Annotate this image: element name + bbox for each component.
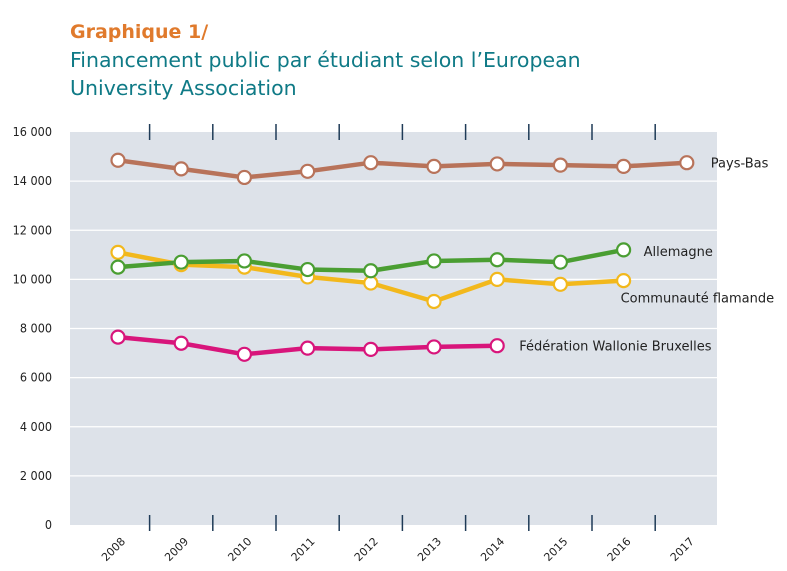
series-lines (110, 152, 695, 362)
y-axis-ticks: 0 2 000 4 000 6 000 8 000 10 000 12 000 14 000 1… (13, 124, 52, 532)
y-tick-label: 10 000 (13, 271, 52, 286)
data-point-flamande (489, 271, 505, 287)
x-tick-label: 2008 (99, 535, 128, 564)
chart-title: Financement public par étudiant selon l’… (70, 48, 581, 100)
data-point-flamande (110, 244, 126, 260)
y-tick-label: 14 000 (13, 173, 52, 188)
data-point-fwb (426, 339, 442, 355)
y-tick-label: 6 000 (20, 370, 52, 385)
data-point-fwb (489, 338, 505, 354)
series-label-flamande: Communauté flamande (621, 292, 775, 307)
series-label-pays_bas: Pays-Bas (711, 157, 769, 172)
data-point-pays_bas (679, 155, 695, 171)
x-tick-label: 2017 (668, 535, 697, 564)
chart-heading: Graphique 1/ Financement public par étud… (70, 20, 690, 102)
data-point-flamande (426, 293, 442, 310)
data-point-allemagne (236, 253, 252, 269)
y-tick-label: 16 000 (13, 124, 52, 139)
x-tick-label: 2009 (162, 535, 191, 564)
data-point-allemagne (426, 253, 442, 269)
y-tick-label: 2 000 (20, 468, 52, 483)
data-point-fwb (363, 341, 379, 357)
x-tick-label: 2013 (415, 535, 444, 564)
series-labels: Pays-Bas Allemagne Communauté flamande Fédé… (519, 157, 774, 355)
x-tick-label: 2011 (289, 535, 318, 564)
gridlines (70, 180, 717, 477)
data-point-flamande (363, 275, 379, 291)
data-point-flamande (615, 273, 632, 289)
data-point-pays_bas (615, 158, 632, 174)
data-point-fwb (110, 329, 126, 345)
x-tick-label: 2015 (541, 535, 570, 564)
data-point-pays_bas (173, 161, 189, 177)
y-tick-label: 4 000 (20, 419, 52, 434)
data-point-pays_bas (363, 155, 379, 171)
data-point-allemagne (489, 252, 505, 268)
data-point-allemagne (173, 254, 189, 270)
data-point-pays_bas (489, 156, 505, 172)
data-point-pays_bas (236, 169, 252, 186)
y-tick-label: 12 000 (13, 222, 52, 237)
data-point-allemagne (300, 261, 316, 278)
data-point-allemagne (363, 263, 379, 279)
data-point-pays_bas (552, 157, 569, 173)
chart-kicker: Graphique 1/ (70, 21, 209, 43)
series-label-allemagne: Allemagne (644, 245, 713, 260)
series-line-pays_bas (117, 158, 687, 180)
data-point-fwb (300, 340, 316, 356)
x-tick-label: 2014 (478, 535, 507, 564)
data-point-flamande (552, 276, 569, 292)
data-point-allemagne (110, 259, 126, 275)
x-tick-label: 2012 (352, 535, 381, 564)
x-tick-label: 2010 (225, 535, 254, 564)
data-point-fwb (236, 346, 252, 362)
data-point-allemagne (615, 242, 632, 258)
data-point-pays_bas (300, 163, 316, 179)
series-label-fwb: Fédération Wallonie Bruxelles (519, 340, 712, 355)
data-point-pays_bas (426, 158, 442, 174)
data-point-allemagne (552, 254, 569, 270)
y-tick-label: 8 000 (20, 321, 52, 336)
x-tick-label: 2016 (605, 535, 634, 564)
data-point-pays_bas (110, 152, 126, 168)
data-point-fwb (173, 335, 189, 351)
y-tick-label: 0 (45, 517, 52, 532)
